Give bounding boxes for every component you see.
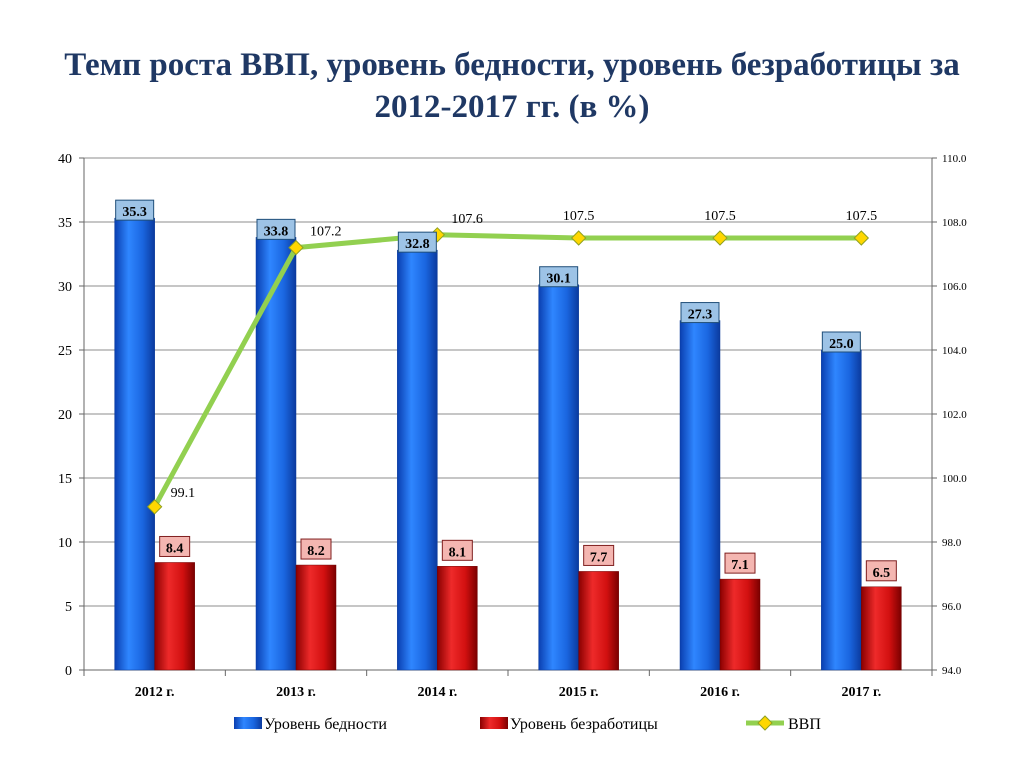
left-tick-label: 25: [58, 344, 72, 359]
axes: 0 5 10 15 20 25 30 35 40 94.0 96.0 98.0 100.0 102.0 10…: [58, 152, 967, 700]
poverty-data-label: 25.0: [829, 337, 854, 352]
unemployment-data-label: 8.2: [307, 544, 325, 559]
poverty-data-label: 35.3: [122, 205, 147, 220]
unemployment-label-box: [441, 539, 473, 561]
right-tick-label: 104.0: [942, 345, 967, 357]
unemployment-bar: [861, 586, 902, 671]
legend: Уровень бедности Уровень безработицы ВВП: [234, 715, 821, 733]
poverty-label-box: [680, 302, 720, 324]
gridlines: [84, 157, 932, 607]
right-tick-label: 96.0: [942, 601, 962, 613]
chart-title: Темп роста ВВП, уровень бедности, уровен…: [64, 47, 960, 125]
right-tick-label: 100.0: [942, 473, 967, 485]
right-tick-label: 108.0: [942, 217, 967, 229]
gdp-marker: [570, 230, 587, 246]
category-label: 2017 г.: [841, 685, 881, 700]
gdp-marker: [712, 230, 728, 246]
poverty-bar: [679, 320, 721, 671]
gdp-data-label: 107.2: [310, 225, 342, 240]
legend-label-poverty: Уровень бедности: [264, 716, 387, 733]
unemployment-label-box: [865, 560, 897, 582]
unemployment-label-box: [300, 538, 332, 560]
gdp-line: [146, 227, 870, 515]
gdp-data-label: 107.5: [563, 209, 595, 224]
gdp-marker: [853, 230, 870, 246]
right-tick-label: 110.0: [942, 153, 967, 165]
category-label: 2016 г.: [700, 685, 740, 700]
poverty-bar: [255, 237, 297, 671]
unemployment-label-box: [159, 535, 191, 557]
legend-swatch-gdp-marker: [757, 715, 773, 731]
poverty-label-box: [821, 331, 861, 353]
category-label: 2014 г.: [417, 685, 457, 700]
gdp-data-label: 99.1: [171, 486, 196, 501]
unemployment-bar: [578, 571, 619, 671]
poverty-data-label: 32.8: [405, 237, 430, 252]
unemployment-data-label: 6.5: [873, 566, 891, 581]
left-tick-label: 35: [58, 216, 72, 231]
poverty-bar: [397, 249, 438, 671]
gdp-data-label: 107.5: [704, 209, 736, 224]
poverty-data-label: 30.1: [546, 272, 571, 287]
left-tick-label: 0: [65, 664, 72, 679]
category-label: 2015 г.: [559, 685, 599, 700]
poverty-label-box: [539, 266, 579, 288]
data-labels: 35.3 8.4 33.8 8.2 32.8 8.1 30.1 7.7 27.3 7.1 25.0 6…: [115, 199, 897, 582]
unemployment-label-box: [724, 552, 756, 574]
unemployment-bar: [154, 562, 195, 671]
poverty-bar: [538, 284, 579, 671]
left-tick-label: 30: [58, 280, 72, 295]
gdp-marker: [146, 499, 163, 515]
right-tick-label: 106.0: [942, 281, 967, 293]
poverty-label-box: [397, 231, 437, 253]
bars: [114, 217, 902, 671]
gdp-marker: [288, 239, 304, 256]
legend-label-unemployment: Уровень безработицы: [510, 716, 658, 733]
legend-label-gdp: ВВП: [788, 716, 821, 733]
left-tick-label: 5: [65, 600, 72, 615]
right-tick-label: 94.0: [942, 665, 962, 677]
left-tick-label: 20: [58, 408, 72, 423]
poverty-data-label: 33.8: [264, 224, 289, 239]
left-tick-label: 15: [58, 472, 72, 487]
poverty-bar: [821, 349, 862, 671]
unemployment-bar: [295, 564, 337, 671]
gdp-polyline: [152, 232, 862, 508]
left-tick-label: 40: [58, 152, 72, 167]
unemployment-data-label: 8.4: [166, 541, 184, 556]
unemployment-label-box: [583, 544, 615, 566]
left-tick-label: 10: [58, 536, 72, 551]
right-tick-label: 98.0: [942, 537, 962, 549]
poverty-data-label: 27.3: [688, 308, 713, 323]
unemployment-data-label: 8.1: [449, 545, 467, 560]
category-label: 2013 г.: [276, 685, 316, 700]
gdp-data-label: 107.5: [846, 209, 878, 224]
legend-swatch-unemployment: [480, 717, 508, 729]
poverty-label-box: [256, 218, 296, 240]
unemployment-bar: [719, 578, 761, 671]
poverty-bar: [114, 217, 155, 671]
unemployment-bar: [437, 566, 478, 671]
unemployment-data-label: 7.7: [590, 550, 608, 565]
category-label: 2012 г.: [135, 685, 175, 700]
poverty-label-box: [115, 199, 155, 221]
gdp-data-label: 107.6: [451, 212, 483, 227]
right-tick-label: 102.0: [942, 409, 967, 421]
unemployment-data-label: 7.1: [731, 558, 749, 573]
legend-swatch-poverty: [234, 717, 262, 729]
